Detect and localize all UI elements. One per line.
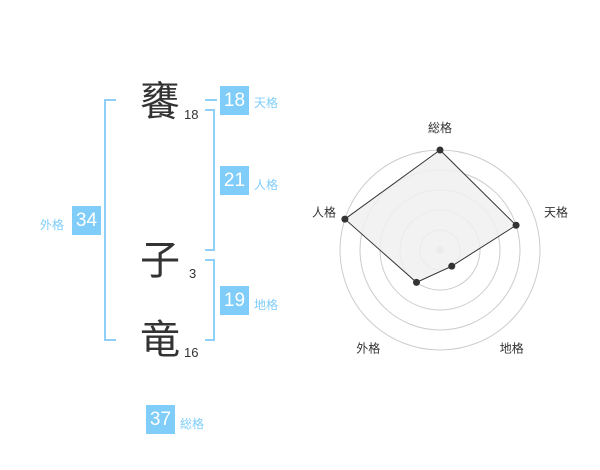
name-char-2: 子 xyxy=(140,238,180,284)
radar-axis-label: 人格 xyxy=(312,204,336,219)
name-char-3: 竜 xyxy=(140,317,180,363)
stroke-count-2: 3 xyxy=(189,266,197,281)
soukaku-label: 総格 xyxy=(180,417,205,431)
radar-area xyxy=(344,149,517,283)
radar-point xyxy=(412,278,420,286)
radar-point xyxy=(341,215,349,223)
tenkaku-value: 18 xyxy=(220,86,249,115)
chikaku-bracket xyxy=(205,259,215,341)
gaikaku-bracket xyxy=(104,99,116,341)
jinkaku-value: 21 xyxy=(220,166,249,195)
radar-axis-label: 総格 xyxy=(428,120,452,135)
jinkaku-bracket xyxy=(205,109,215,251)
chikaku-value: 19 xyxy=(220,286,249,315)
stroke-count-1: 18 xyxy=(184,107,199,122)
soukaku-value: 37 xyxy=(146,405,175,434)
chikaku-label: 地格 xyxy=(254,298,279,312)
radar-point xyxy=(436,146,444,154)
gaikaku-value: 34 xyxy=(72,206,101,235)
stroke-count-3: 16 xyxy=(184,345,199,360)
tenkaku-label: 天格 xyxy=(254,96,279,110)
jinkaku-label: 人格 xyxy=(254,178,279,192)
gaikaku-label: 外格 xyxy=(40,218,65,232)
radar-point xyxy=(448,262,456,270)
tenkaku-bracket xyxy=(205,99,217,101)
name-char-1: 饔 xyxy=(140,79,180,125)
radar-point xyxy=(512,221,520,229)
radar-axis-label: 地格 xyxy=(500,341,524,356)
radar-axis-label: 天格 xyxy=(544,204,568,219)
radar-axis-label: 外格 xyxy=(356,341,380,356)
